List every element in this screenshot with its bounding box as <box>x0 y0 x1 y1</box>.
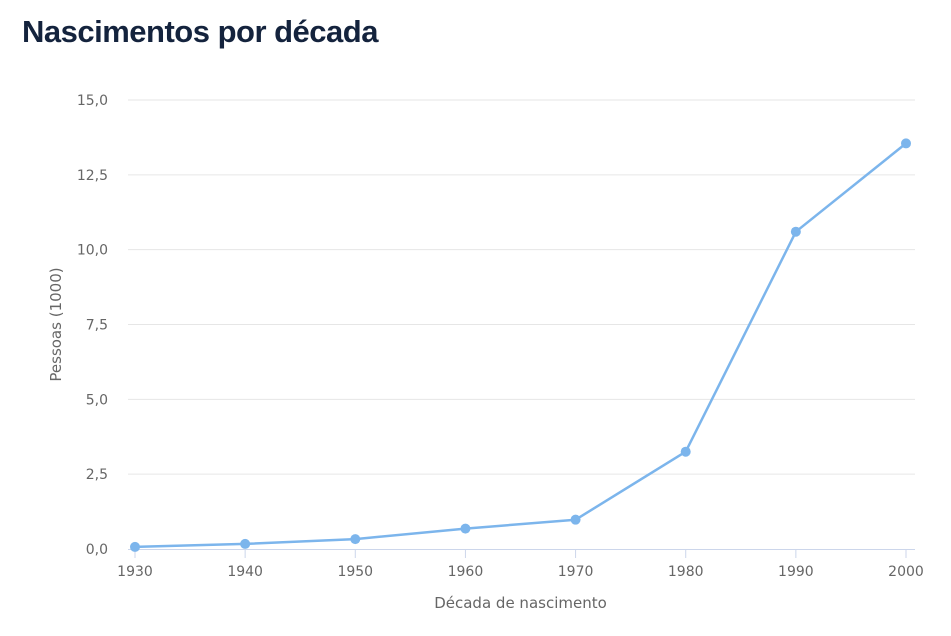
data-point[interactable] <box>570 514 581 525</box>
x-tick-label: 1940 <box>227 564 263 580</box>
data-point[interactable] <box>901 138 911 149</box>
y-tick-label: 7,5 <box>86 318 108 334</box>
series-line <box>134 142 907 549</box>
x-axis-title: Década de nascimento <box>434 594 607 612</box>
y-tick-label: 2,5 <box>86 467 108 483</box>
chart-title: Nascimentos por década <box>22 14 378 49</box>
data-point[interactable] <box>680 446 691 457</box>
series-layer <box>130 138 911 552</box>
y-tick-label: 15,0 <box>77 93 108 109</box>
x-tick-label: 1950 <box>337 564 373 580</box>
y-tick-label: 10,0 <box>77 243 108 259</box>
x-tick-label: 1990 <box>778 564 814 580</box>
x-tick-label: 2000 <box>888 564 924 580</box>
data-point[interactable] <box>130 541 140 552</box>
y-tick-label: 5,0 <box>86 392 108 408</box>
y-axis-title: Pessoas (1000) <box>47 267 65 381</box>
data-point[interactable] <box>240 538 251 549</box>
y-axis-tick-labels: 0,0 2,5 5,0 7,5 10,0 12,5 15,0 <box>77 93 108 558</box>
x-tick-label: 1980 <box>668 564 704 580</box>
grid-lines <box>128 99 915 475</box>
x-tick-label: 1960 <box>448 564 484 580</box>
y-tick-label: 12,5 <box>77 168 108 184</box>
y-tick-label: 0,0 <box>86 542 108 558</box>
data-point[interactable] <box>350 534 361 545</box>
x-tick-label: 1930 <box>117 564 153 580</box>
x-tick-label: 1970 <box>558 564 594 580</box>
data-point[interactable] <box>460 523 471 534</box>
data-point[interactable] <box>790 226 801 237</box>
x-axis: 1930 1940 1950 1960 1970 1980 1990 2000 <box>117 549 924 580</box>
